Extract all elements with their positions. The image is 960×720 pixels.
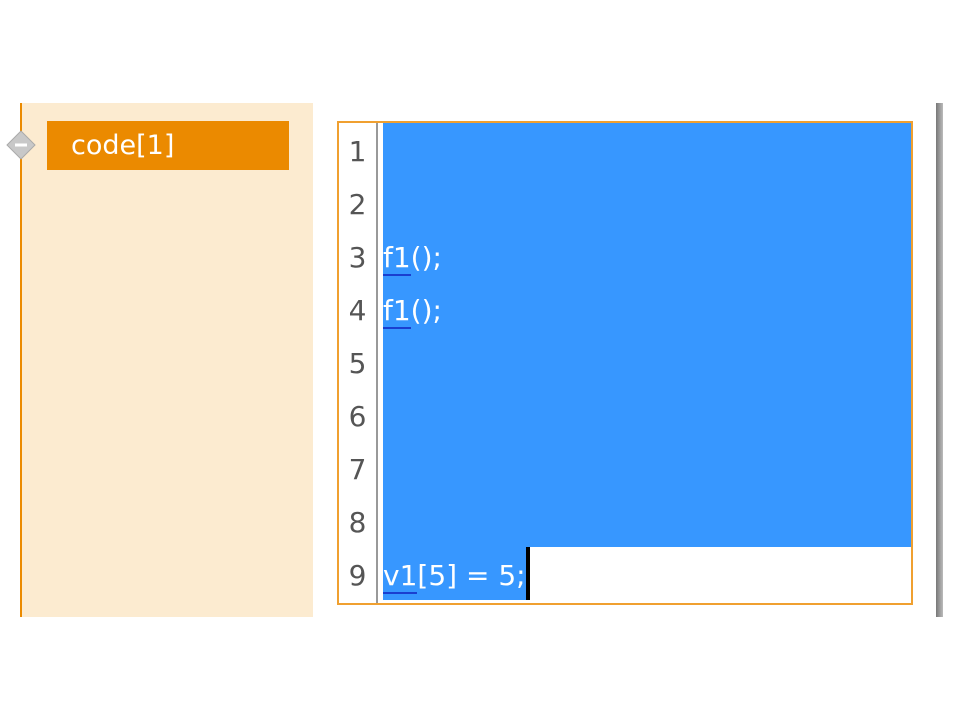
line-number: 5 [348, 347, 367, 380]
code-line[interactable] [383, 441, 911, 494]
tree-panel [20, 103, 313, 617]
gutter-separator [376, 123, 380, 603]
line-number: 9 [348, 559, 367, 592]
minus-diamond-icon[interactable] [6, 130, 36, 160]
text-cursor [525, 547, 530, 600]
line-number: 2 [348, 188, 367, 221]
tree-node-code[interactable]: code[1] [47, 121, 289, 170]
line-number: 1 [348, 135, 367, 168]
line-number: 6 [348, 400, 367, 433]
line-number-gutter: 1 2 3 4 5 6 7 8 9 [339, 123, 376, 603]
tree-node-label: code[1] [71, 130, 175, 161]
code-text: (); [410, 241, 442, 274]
code-line[interactable] [383, 123, 911, 176]
code-line[interactable]: f1(); [383, 282, 911, 335]
code-line[interactable]: f1(); [383, 229, 911, 282]
identifier: f1 [383, 294, 411, 329]
identifier: f1 [383, 241, 411, 276]
code-line[interactable]: v1[5] = 5; [383, 547, 911, 600]
line-number: 4 [348, 294, 367, 327]
line-number: 8 [348, 506, 367, 539]
line-number: 7 [348, 453, 367, 486]
code-line[interactable] [383, 335, 911, 388]
code-line[interactable] [383, 494, 911, 547]
code-area[interactable]: f1(); f1(); v1[5] = 5; [383, 123, 911, 603]
code-line[interactable] [383, 388, 911, 441]
code-text: [5] = 5; [417, 559, 526, 592]
code-line[interactable] [383, 176, 911, 229]
panel-splitter[interactable] [936, 103, 943, 617]
code-text: (); [410, 294, 442, 327]
identifier: v1 [383, 559, 418, 594]
line-number: 3 [348, 241, 367, 274]
